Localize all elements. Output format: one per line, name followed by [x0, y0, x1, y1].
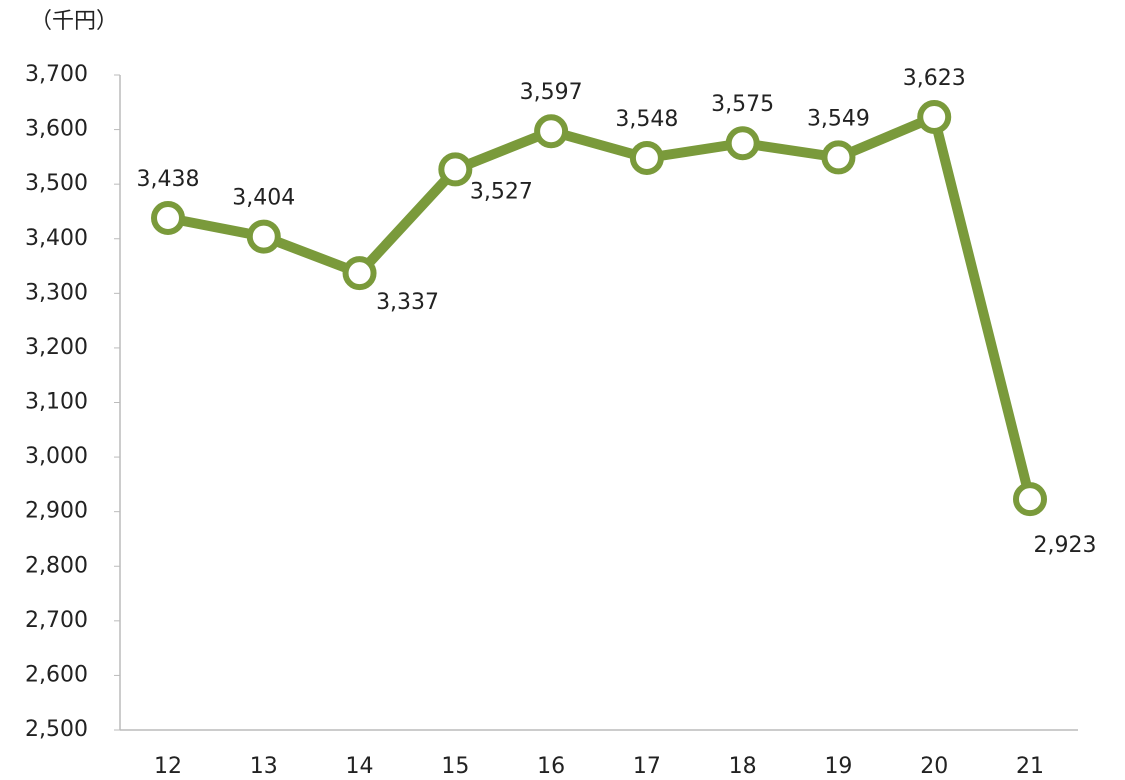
y-tick-label: 3,600: [25, 117, 88, 142]
x-tick-label: 21: [1016, 754, 1044, 779]
y-tick-label: 3,000: [25, 444, 88, 469]
point: [725, 126, 760, 161]
x-tick-label: 12: [154, 754, 182, 779]
x-tick-label: 14: [346, 754, 374, 779]
point: [342, 256, 377, 291]
x-tick-label: 13: [250, 754, 278, 779]
data-label: 3,548: [615, 107, 678, 132]
data-label: 3,549: [807, 106, 870, 131]
y-tick-label: 3,200: [25, 335, 88, 360]
x-tick-label: 20: [920, 754, 948, 779]
point: [151, 201, 185, 236]
data-label: 3,404: [232, 186, 295, 211]
line: [167, 112, 1035, 501]
data-label: 3,337: [376, 290, 439, 315]
y-tick-label: 2,500: [25, 717, 88, 742]
x-tick-label: 18: [729, 754, 757, 779]
y-tick-label: 3,300: [25, 280, 88, 305]
point: [534, 114, 569, 149]
y-tick-label: 2,600: [25, 662, 88, 687]
y-tick-label: 2,700: [25, 608, 88, 633]
x-tick-label: 17: [633, 754, 661, 779]
data-label: 2,923: [1034, 533, 1097, 558]
point: [438, 152, 473, 187]
y-tick-label: 2,900: [25, 499, 88, 524]
y-axis-label: （千円）: [30, 9, 118, 34]
point: [917, 100, 952, 135]
x-tick-label: 16: [537, 754, 565, 779]
y-tick-label: 3,100: [25, 390, 88, 415]
data-label: 3,597: [520, 80, 583, 105]
y-tick-label: 3,700: [25, 62, 88, 87]
data-label: 3,575: [711, 92, 774, 117]
x-tick-label: 19: [824, 754, 852, 779]
y-tick-label: 2,800: [25, 553, 88, 578]
data-label: 3,527: [470, 179, 533, 204]
data-label: 3,623: [903, 66, 966, 91]
point: [821, 140, 856, 175]
point: [629, 140, 664, 175]
point: [246, 219, 281, 254]
data-label: 3,438: [137, 167, 200, 192]
y-tick-label: 3,500: [25, 171, 88, 196]
x-tick-label: 15: [441, 754, 469, 779]
y-tick-label: 3,400: [25, 226, 88, 251]
point: [1013, 482, 1047, 517]
